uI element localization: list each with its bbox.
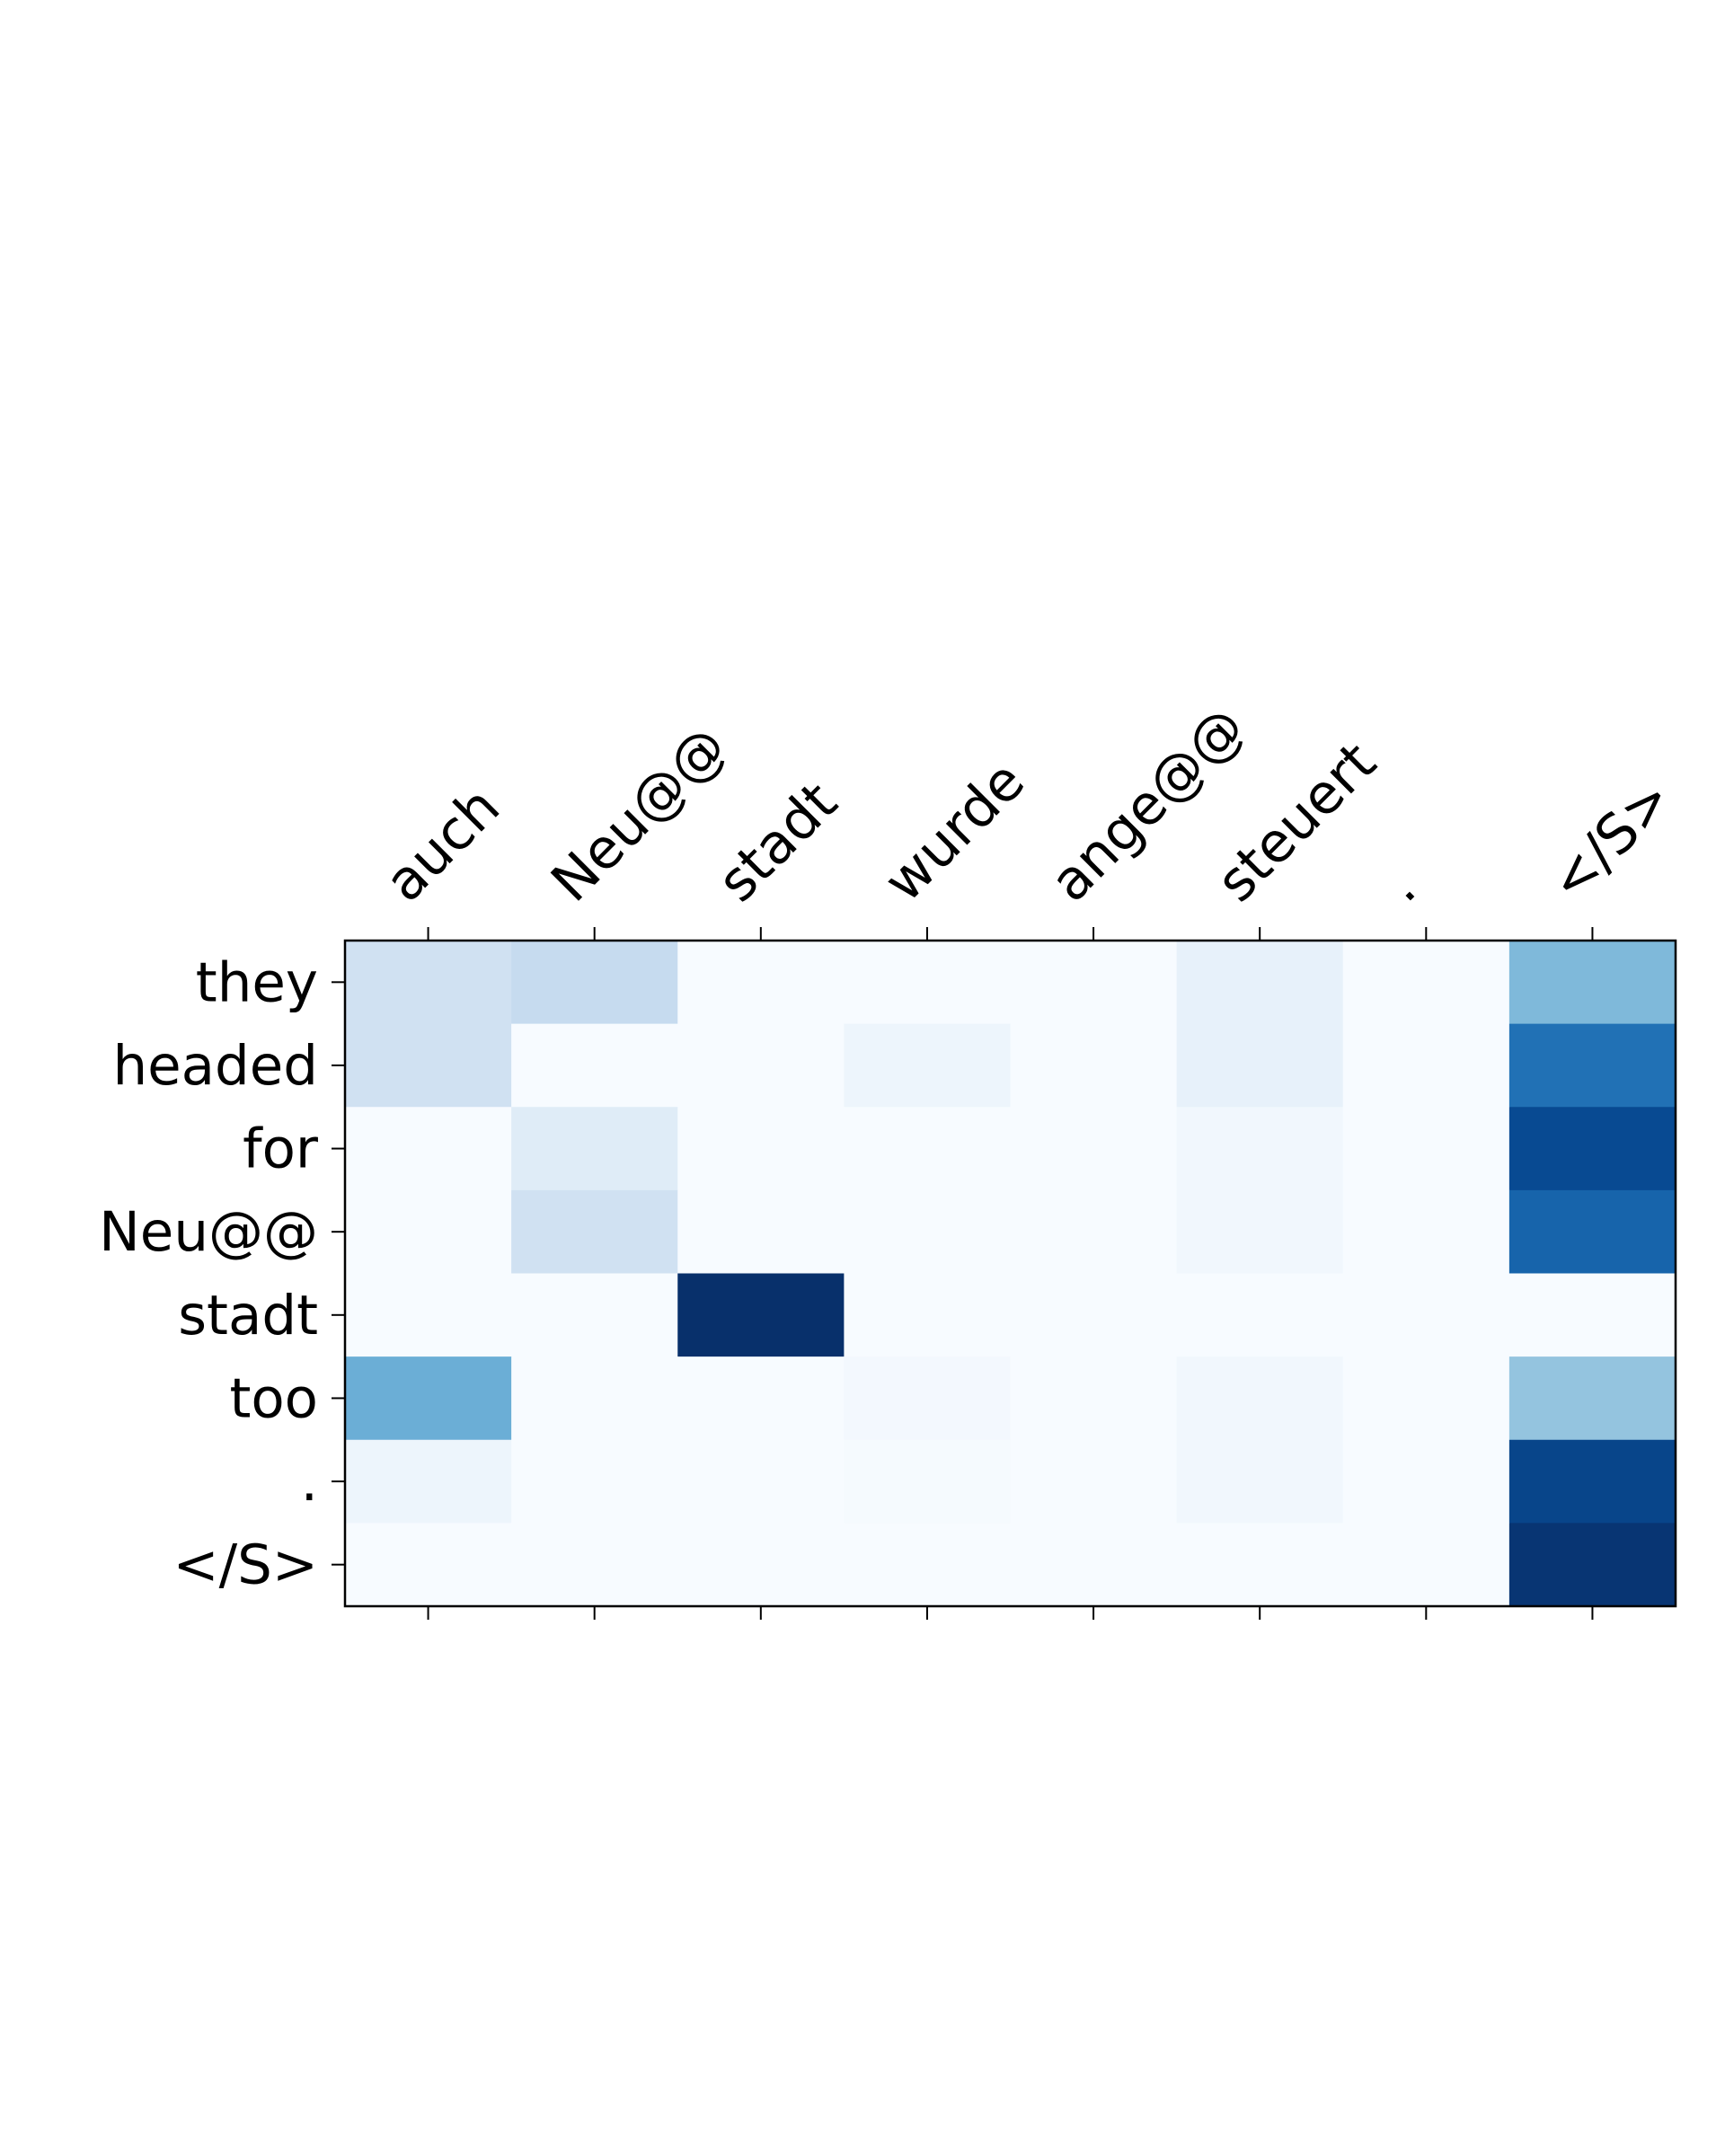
heatmap-cell (677, 1189, 845, 1274)
heatmap-cell (345, 1107, 512, 1191)
heatmap-cell (345, 1439, 512, 1524)
x-tick-label: . (1371, 857, 1429, 915)
heatmap-cell (1010, 941, 1178, 1025)
heatmap-cell (844, 1189, 1011, 1274)
y-tick-label: for (243, 1118, 319, 1181)
heatmap-cell (345, 941, 512, 1025)
heatmap-cell (345, 1023, 512, 1108)
x-tick-label: wurde (871, 749, 1037, 915)
heatmap-cell (1508, 1189, 1676, 1274)
heatmap-cell (1010, 1273, 1178, 1357)
heatmap-cell (1176, 1023, 1344, 1108)
heatmap-cell (677, 1273, 845, 1357)
heatmap-cell (1508, 1023, 1676, 1108)
x-tick-label: stadt (705, 770, 849, 914)
heatmap-cell (844, 1107, 1011, 1191)
heatmap-cell (1342, 941, 1510, 1025)
heatmap-cell (844, 941, 1011, 1025)
heatmap-cell (511, 1439, 678, 1524)
heatmap-cell (1010, 1439, 1178, 1524)
heatmap-cell (511, 941, 678, 1025)
heatmap-cell (1508, 1356, 1676, 1441)
heatmap-cell (1010, 1189, 1178, 1274)
heatmap-cell (1342, 1523, 1510, 1607)
heatmap-cell (1508, 1439, 1676, 1524)
x-tick-label: </S> (1537, 766, 1685, 914)
y-tick-label: . (301, 1450, 318, 1514)
heatmap-cell (511, 1023, 678, 1108)
heatmap-cell (1342, 1439, 1510, 1524)
heatmap-cell (677, 941, 845, 1025)
heatmap-cell (1342, 1356, 1510, 1441)
heatmap-cell (1176, 1356, 1344, 1441)
heatmap-cell (1010, 1523, 1178, 1607)
heatmap-cell (1342, 1189, 1510, 1274)
heatmap-cell (1010, 1356, 1178, 1441)
heatmap-cell (511, 1107, 678, 1191)
heatmap-cell (677, 1523, 845, 1607)
heatmap-cell (1176, 1523, 1344, 1607)
heatmap-cell (844, 1523, 1011, 1607)
y-tick-label: Neu@@ (99, 1200, 318, 1264)
heatmap-cell (844, 1023, 1011, 1108)
heatmap-cell (1176, 1189, 1344, 1274)
heatmap-cell (511, 1273, 678, 1357)
heatmap-cell (1508, 1273, 1676, 1357)
y-tick-label: stadt (178, 1284, 318, 1348)
heatmap-cell (1010, 1023, 1178, 1108)
heatmap-cell (1176, 1273, 1344, 1357)
x-tick-label: Neu@@ (539, 714, 739, 915)
plot-frame (343, 939, 1677, 1608)
heatmap-cell (1010, 1107, 1178, 1191)
heatmap-cell (345, 1273, 512, 1357)
heatmap-cell (1176, 1107, 1344, 1191)
heatmap-cell (1508, 1523, 1676, 1607)
heatmap-cell (1508, 1107, 1676, 1191)
y-tick-label: </S> (173, 1533, 319, 1597)
heatmap-cell (677, 1023, 845, 1108)
heatmap-cell (677, 1107, 845, 1191)
heatmap-cell (511, 1189, 678, 1274)
y-tick-label: headed (112, 1034, 318, 1098)
heatmap-cell (844, 1439, 1011, 1524)
y-tick-label: too (229, 1366, 318, 1430)
heatmap-cell (345, 1189, 512, 1274)
x-tick-label: auch (373, 775, 512, 915)
heatmap-cell (677, 1439, 845, 1524)
heatmap-cell (1508, 941, 1676, 1025)
heatmap-cell (345, 1356, 512, 1441)
heatmap-cell (844, 1356, 1011, 1441)
heatmap-cell (1342, 1273, 1510, 1357)
heatmap-cell (677, 1356, 845, 1441)
heatmap-cell (1176, 1439, 1344, 1524)
heatmap-cell (1342, 1023, 1510, 1108)
heatmap-cell (511, 1356, 678, 1441)
heatmap-cell (844, 1273, 1011, 1357)
heatmap-cell (511, 1523, 678, 1607)
heatmap-cell (1176, 941, 1344, 1025)
y-tick-label: they (196, 950, 318, 1014)
heatmap-cell (1342, 1107, 1510, 1191)
heatmap-cell (345, 1523, 512, 1607)
